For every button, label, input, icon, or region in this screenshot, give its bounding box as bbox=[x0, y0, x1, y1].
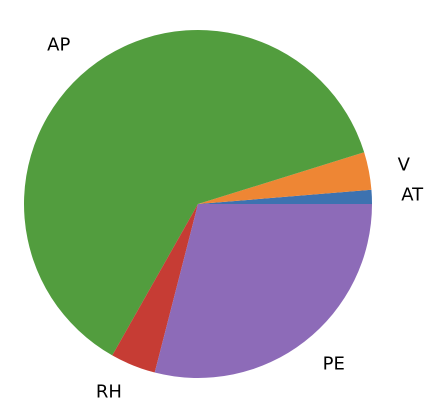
pie-slice-ap bbox=[24, 29, 365, 356]
pie-label-pe: PE bbox=[323, 354, 345, 375]
pie-label-rh: RH bbox=[96, 382, 122, 403]
pie-slice-pe bbox=[154, 204, 372, 378]
pie-slice-v bbox=[198, 152, 372, 204]
pie-slice-rh bbox=[112, 204, 198, 373]
pie-label-at: AT bbox=[401, 185, 424, 206]
pie-label-ap: AP bbox=[47, 35, 70, 56]
pie-slice-at bbox=[198, 189, 373, 204]
pie-label-v: V bbox=[398, 154, 411, 175]
